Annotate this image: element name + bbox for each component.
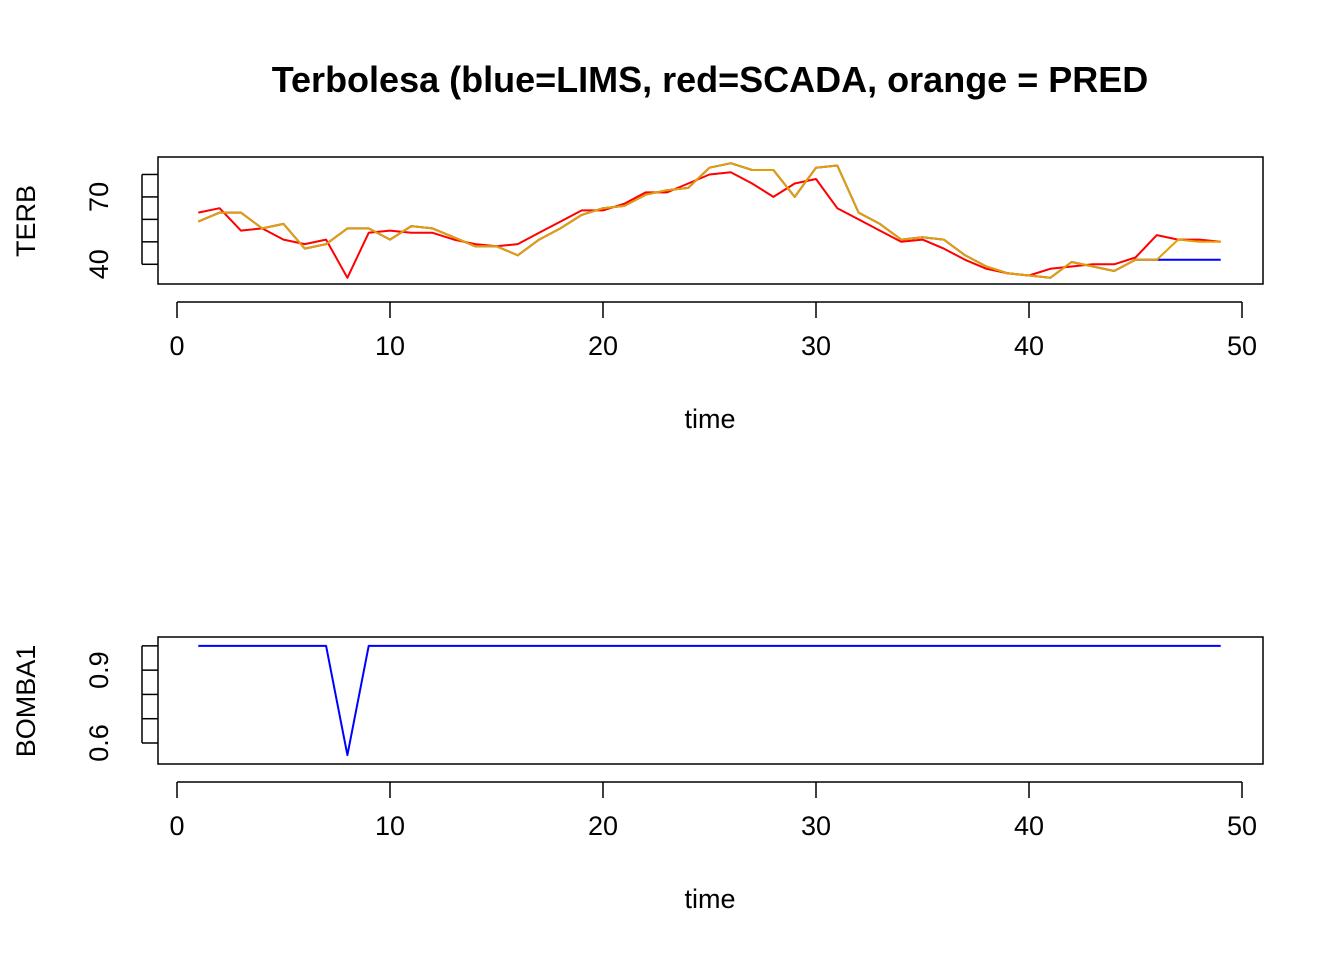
bomba1-x-tick-label: 20 — [588, 811, 618, 841]
terb-panel: 0 10 20 30 40 50 40 70 time TERB — [11, 156, 1264, 434]
terb-x-tick-label: 40 — [1014, 331, 1044, 361]
terb-x-tick-label: 30 — [801, 331, 831, 361]
bomba1-x-tick-label: 40 — [1014, 811, 1044, 841]
bomba1-y-tick-label: 0.6 — [84, 724, 114, 762]
bomba1-series-lines — [198, 644, 1221, 757]
terb-y-tick-label: 40 — [84, 249, 114, 279]
bomba1-x-tick-label: 0 — [169, 811, 184, 841]
terb-y-axis-label: TERB — [11, 185, 41, 257]
bomba1-x-axis-label: time — [684, 884, 735, 914]
bomba1-plot-frame — [157, 636, 1264, 765]
bomba1-y-axis-label: BOMBA1 — [11, 645, 41, 758]
bomba1-series-line-lims — [198, 644, 1221, 757]
bomba1-y-axis: 0.6 0.9 — [84, 645, 158, 762]
bomba1-x-tick-label: 30 — [801, 811, 831, 841]
chart-title: Terbolesa (blue=LIMS, red=SCADA, orange … — [272, 59, 1149, 100]
terb-series-line-scada — [198, 171, 1221, 279]
bomba1-x-tick-label: 10 — [375, 811, 405, 841]
terb-x-tick-label: 50 — [1227, 331, 1257, 361]
bomba1-y-tick-label: 0.9 — [84, 651, 114, 689]
terb-y-tick-label: 70 — [84, 182, 114, 212]
bomba1-x-tick-label: 50 — [1227, 811, 1257, 841]
terb-plot-frame — [157, 156, 1264, 285]
terb-x-tick-label: 10 — [375, 331, 405, 361]
terb-y-axis: 40 70 — [84, 173, 158, 279]
bomba1-x-axis: 0 10 20 30 40 50 — [169, 781, 1257, 841]
terb-series-line-lims — [197, 162, 1221, 279]
terb-x-tick-label: 20 — [588, 331, 618, 361]
terb-series-line-pred — [197, 162, 1221, 279]
bomba1-panel: 0 10 20 30 40 50 0.6 0.9 time BOMBA1 — [11, 636, 1264, 914]
terb-x-axis-label: time — [684, 404, 735, 434]
terb-x-tick-label: 0 — [169, 331, 184, 361]
terb-series-lines — [197, 162, 1221, 279]
terb-x-axis: 0 10 20 30 40 50 — [169, 301, 1257, 361]
